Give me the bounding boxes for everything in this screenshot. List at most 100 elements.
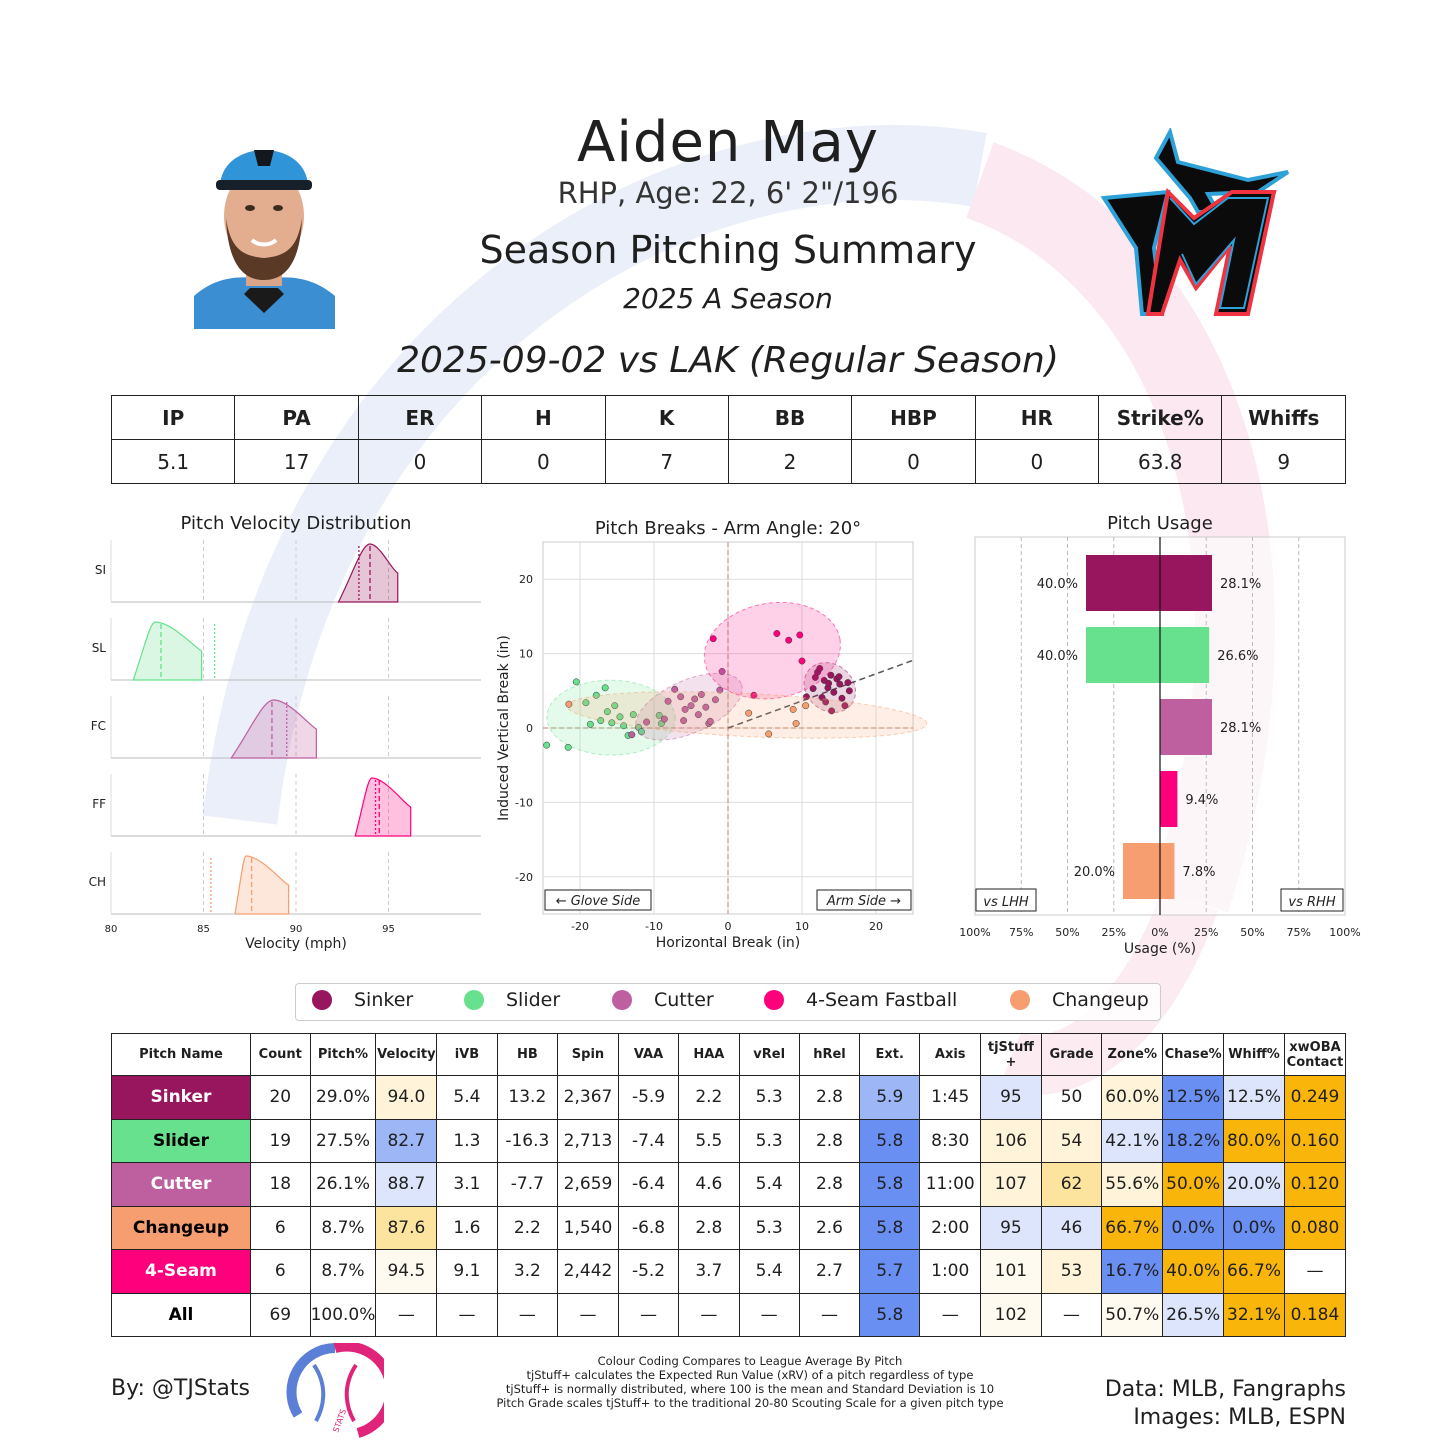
pitch-name-cell: Cutter (111, 1162, 251, 1207)
break-point (697, 691, 705, 698)
usage-tick-label: 50% (1055, 926, 1079, 939)
stat-value: 63.8 (1098, 439, 1223, 484)
usage-value-label-rhh: 26.6% (1217, 649, 1258, 664)
pitch-table-cell: — (496, 1292, 559, 1337)
summary-title: Season Pitching Summary (479, 228, 977, 272)
pitch-table-cell: 13.2 (496, 1075, 559, 1120)
usage-tick-label: 25% (1102, 926, 1126, 939)
break-point (711, 696, 719, 704)
velocity-row-label: FF (92, 797, 106, 811)
break-point (822, 698, 830, 706)
pitch-table-row: Sinker 20 29.0% 94.0 5.4 13.2 2,367 -5.9 2.2 5.3 2… (111, 1075, 1347, 1120)
pitch-table-cell: 8:30 (919, 1118, 982, 1163)
usage-value-label-lhh: 40.0% (1037, 649, 1078, 664)
legend-marker (1010, 990, 1030, 1010)
pitch-table-cell: 5.8 (859, 1118, 921, 1163)
break-x-tick-label: -20 (571, 920, 589, 933)
break-y-tick-label: 20 (519, 573, 533, 586)
pitch-table-cell: 2,659 (557, 1162, 619, 1207)
break-point (582, 699, 590, 707)
velocity-distribution-chart: SI SL FC FF CH 80 85 90 95 Velocity (mph) (89, 540, 481, 952)
break-point (586, 720, 594, 728)
pitch-table-cell: — (436, 1292, 498, 1337)
velocity-tick-label: 80 (105, 924, 118, 935)
break-point (655, 711, 663, 719)
break-point (845, 687, 853, 695)
pitch-table-header: Velocity (375, 1033, 438, 1076)
pitch-table-cell: 20.0% (1223, 1162, 1285, 1207)
usage-value-label-rhh: 28.1% (1220, 577, 1261, 592)
break-point (841, 702, 849, 710)
legend-item-fourseam: 4-Seam Fastball (764, 989, 957, 1011)
break-x-axis-label: Horizontal Break (in) (656, 935, 800, 951)
pitch-table-cell: 8.7% (309, 1249, 377, 1294)
pitch-table-cell: 2.6 (798, 1205, 861, 1250)
break-point (796, 631, 804, 639)
pitch-table-cell: 4.6 (678, 1162, 740, 1207)
pitch-table-cell: 106 (980, 1118, 1042, 1163)
footer-author: By: @TJStats (111, 1376, 251, 1401)
usage-bar-lhh (1123, 843, 1160, 899)
break-point (825, 679, 833, 687)
pitch-table-cell: 2,442 (557, 1249, 619, 1294)
pitch-table-cell: 1:45 (919, 1075, 982, 1120)
pitch-table-header: hRel (798, 1033, 861, 1076)
pitch-table-cell: 1.3 (436, 1118, 498, 1163)
pitch-table-cell: 50.7% (1101, 1292, 1164, 1337)
pitch-table-cell: — (919, 1292, 982, 1337)
stat-value: 7 (604, 439, 729, 484)
pitch-table-cell: 66.7% (1101, 1205, 1164, 1250)
pitch-name-cell: 4-Seam (111, 1249, 251, 1294)
stat-value: 17 (234, 439, 359, 484)
usage-bar-rhh (1160, 843, 1175, 899)
usage-bar-lhh (1086, 627, 1160, 683)
pitch-table-cell: 27.5% (309, 1118, 377, 1163)
stat-value: 5.1 (110, 439, 236, 484)
break-point (827, 671, 835, 679)
pitch-table-cell: 6 (249, 1205, 311, 1250)
break-point (706, 717, 714, 725)
stat-header: BB (727, 395, 853, 440)
break-point (836, 680, 844, 688)
usage-bar-rhh (1160, 555, 1212, 611)
pitch-table-cell: 5.9 (859, 1075, 921, 1120)
pitch-table-cell: 40.0% (1162, 1249, 1225, 1294)
pitch-table-cell: -5.9 (617, 1075, 680, 1120)
pitch-table-header: tjStuff + (980, 1033, 1042, 1076)
break-chart-title: Pitch Breaks - Arm Angle: 20° (594, 518, 862, 539)
break-point (798, 657, 806, 665)
usage-tick-label: 100% (1329, 926, 1360, 939)
pitch-table-cell: -6.4 (617, 1162, 680, 1207)
stat-header: IP (110, 395, 236, 440)
pitch-table-cell: 62 (1040, 1162, 1103, 1207)
pitch-table-cell: 16.7% (1101, 1249, 1164, 1294)
pitch-table-cell: 0.184 (1283, 1292, 1347, 1337)
pitch-table-cell: — (1283, 1249, 1347, 1294)
break-point (828, 707, 836, 715)
stat-header: Strike% (1098, 395, 1223, 440)
velocity-tick-label: 85 (197, 924, 210, 935)
usage-value-label-lhh: 20.0% (1074, 865, 1115, 880)
vs-lhh-box (975, 888, 1037, 912)
pitch-table-header: Pitch Name (111, 1033, 251, 1076)
pitch-table-cell: 9.1 (436, 1249, 498, 1294)
pitch-table-header-row: Pitch Name Count Pitch% Velocity iVB HB Spin VA… (111, 1033, 1347, 1076)
pitch-table-cell: 5.7 (859, 1249, 921, 1294)
pitch-table-header: VAA (617, 1033, 680, 1076)
pitch-table-cell: 69 (249, 1292, 311, 1337)
pitch-table-cell: 2,367 (557, 1075, 619, 1120)
glove-side-label: ← Glove Side (556, 894, 641, 909)
pitch-table-cell: 2.8 (798, 1162, 861, 1207)
pitch-table-cell: 2.8 (678, 1205, 740, 1250)
pitch-table-cell: 5.4 (738, 1249, 800, 1294)
pitch-table-header: xwOBA Contact (1283, 1033, 1347, 1076)
pitch-table-cell: 2.2 (496, 1205, 559, 1250)
player-headshot (194, 128, 335, 329)
break-point (677, 693, 685, 701)
pitch-table-header: Grade (1040, 1033, 1103, 1076)
footer-note: Pitch Grade scales tjStuff+ to the tradi… (496, 1396, 1004, 1410)
break-y-axis-label: Induced Vertical Break (in) (496, 635, 512, 821)
stat-line-value-row: 5.1 17 0 0 7 2 0 0 63.8 9 (110, 439, 1346, 484)
pitch-table-cell: 53 (1040, 1249, 1103, 1294)
velocity-row-label: CH (89, 875, 106, 889)
